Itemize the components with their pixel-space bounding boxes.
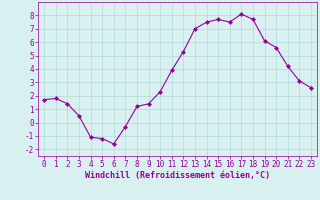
X-axis label: Windchill (Refroidissement éolien,°C): Windchill (Refroidissement éolien,°C)	[85, 171, 270, 180]
